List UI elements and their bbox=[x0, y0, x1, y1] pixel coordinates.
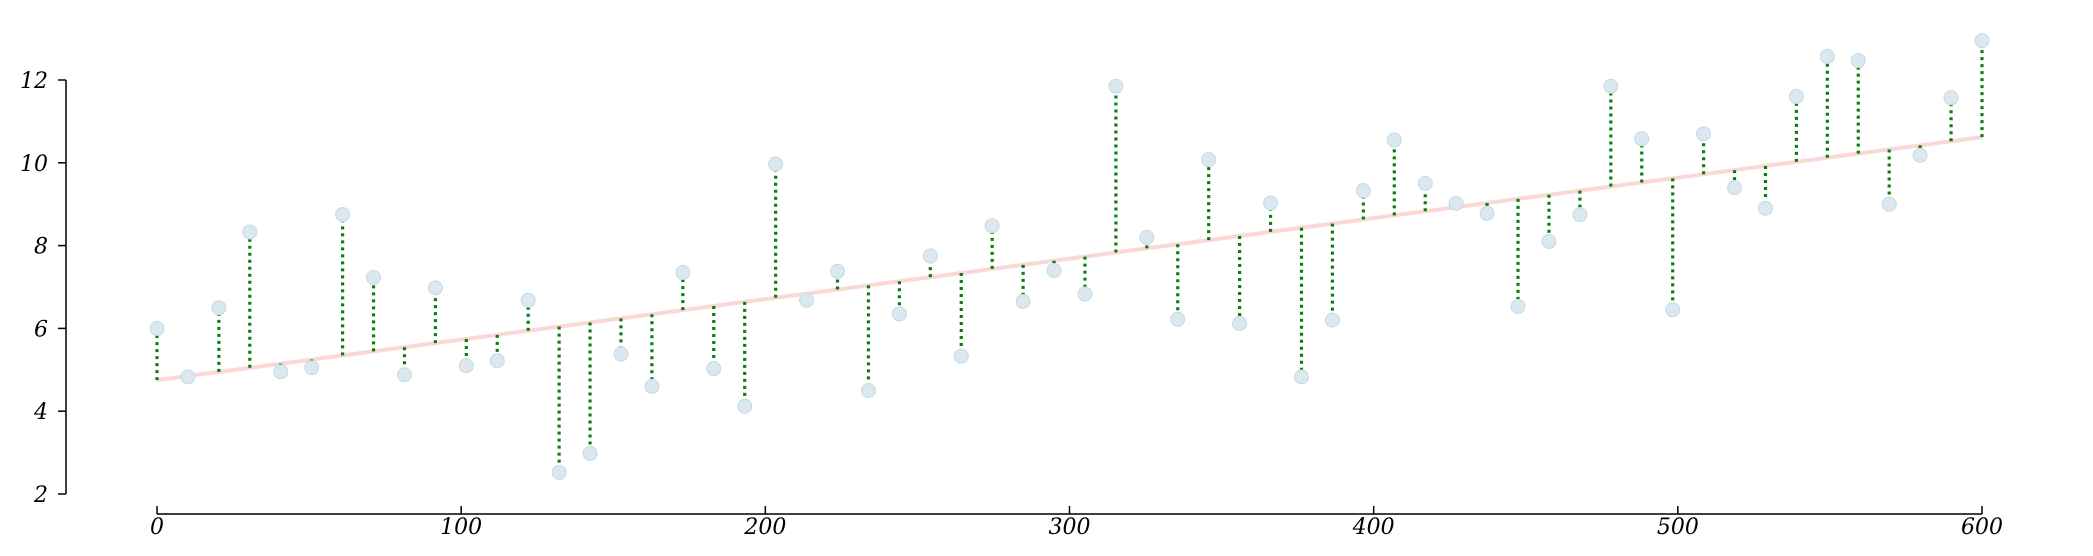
data-point bbox=[180, 369, 196, 385]
data-point bbox=[211, 300, 227, 316]
data-point bbox=[335, 207, 351, 223]
data-point bbox=[613, 346, 629, 362]
data-point bbox=[644, 378, 660, 394]
x-tick-label: 400 bbox=[1352, 515, 1395, 540]
data-point bbox=[304, 360, 320, 376]
data-point bbox=[1139, 229, 1155, 245]
residual-lines-layer bbox=[155, 40, 1984, 473]
data-point bbox=[1232, 315, 1248, 331]
data-point bbox=[984, 218, 1000, 234]
data-point bbox=[366, 269, 382, 285]
data-point bbox=[1417, 176, 1433, 191]
data-point bbox=[1324, 312, 1340, 328]
data-point bbox=[891, 306, 907, 322]
x-tick-label: 600 bbox=[1961, 515, 2003, 540]
data-point bbox=[1788, 89, 1804, 105]
data-point bbox=[1819, 48, 1835, 64]
data-point bbox=[149, 320, 165, 336]
data-point bbox=[242, 224, 258, 240]
data-point bbox=[1448, 195, 1464, 211]
data-point bbox=[1479, 205, 1495, 221]
data-point bbox=[1386, 132, 1402, 148]
data-point bbox=[1757, 200, 1773, 216]
data-point bbox=[1355, 183, 1371, 199]
data-point bbox=[953, 348, 969, 364]
data-point bbox=[1850, 53, 1866, 69]
x-tick-label: 300 bbox=[1049, 515, 1091, 540]
data-point bbox=[799, 292, 815, 308]
fit-line-layer bbox=[156, 135, 1983, 383]
data-point bbox=[1696, 126, 1712, 142]
data-point bbox=[922, 248, 938, 264]
data-point bbox=[396, 367, 412, 383]
data-point bbox=[860, 383, 876, 398]
data-point bbox=[1665, 302, 1681, 318]
data-point bbox=[1201, 151, 1217, 167]
data-point bbox=[675, 265, 691, 281]
data-point bbox=[1293, 369, 1309, 385]
data-point bbox=[520, 292, 536, 308]
y-tick-label: 2 bbox=[33, 483, 48, 508]
data-point bbox=[489, 353, 505, 369]
data-points-layer bbox=[149, 33, 1990, 480]
data-point bbox=[1510, 298, 1526, 314]
data-point bbox=[1634, 131, 1650, 147]
y-tick-label: 8 bbox=[34, 235, 48, 260]
y-tick-label: 6 bbox=[34, 317, 48, 342]
data-point bbox=[1912, 147, 1928, 163]
data-point bbox=[1572, 207, 1588, 223]
data-point bbox=[273, 364, 289, 380]
data-point bbox=[768, 156, 784, 172]
data-point bbox=[1170, 311, 1186, 327]
data-point bbox=[1263, 195, 1279, 211]
x-tick-label: 500 bbox=[1657, 515, 1699, 540]
regression-line bbox=[156, 135, 1983, 383]
data-point bbox=[1727, 180, 1743, 196]
data-point bbox=[737, 398, 753, 414]
data-point bbox=[1881, 196, 1897, 212]
data-point bbox=[1015, 293, 1031, 309]
data-point bbox=[1943, 90, 1959, 106]
data-point bbox=[1108, 78, 1124, 94]
data-point bbox=[1541, 233, 1557, 249]
data-point bbox=[582, 445, 598, 461]
data-point bbox=[1077, 286, 1093, 302]
data-point bbox=[1603, 78, 1619, 94]
data-point bbox=[458, 358, 474, 374]
data-point bbox=[830, 263, 846, 279]
data-point bbox=[551, 464, 567, 480]
data-point bbox=[1046, 262, 1062, 278]
y-tick-label: 10 bbox=[20, 152, 48, 177]
axes-layer: 2 4 6 8 10 12 0 100 200 300 400 500 600 bbox=[20, 69, 2003, 540]
x-tick-label: 100 bbox=[440, 515, 482, 540]
x-tick-label: 0 bbox=[150, 515, 164, 540]
y-tick-label: 12 bbox=[20, 69, 48, 94]
data-point bbox=[427, 280, 443, 296]
data-point bbox=[706, 361, 722, 377]
y-tick-label: 4 bbox=[33, 400, 48, 425]
x-tick-label: 200 bbox=[743, 515, 786, 540]
data-point bbox=[1974, 33, 1990, 49]
